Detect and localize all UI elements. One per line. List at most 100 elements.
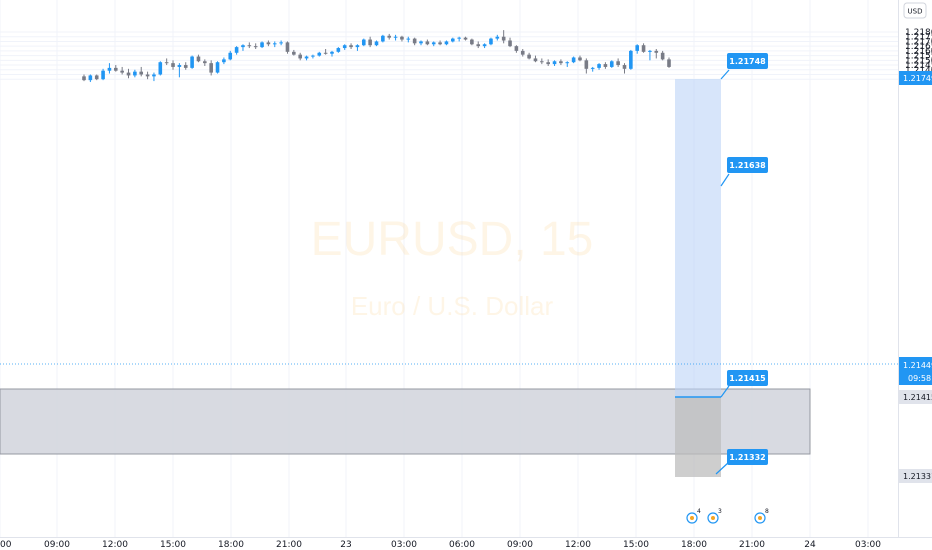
- candle: [330, 50, 334, 57]
- price-scale[interactable]: [899, 0, 932, 550]
- candle-body: [520, 50, 525, 55]
- candle-body: [603, 64, 608, 67]
- candle-body: [374, 41, 379, 46]
- position-stop-area: [675, 397, 721, 477]
- candle-body: [609, 61, 614, 67]
- candle-body: [361, 39, 366, 46]
- candle: [565, 61, 570, 67]
- candle: [622, 63, 627, 74]
- entry-value: 1.21415: [729, 374, 766, 383]
- event-marker-3[interactable]: 8: [754, 508, 769, 524]
- candle: [482, 43, 487, 49]
- candle-body: [107, 67, 112, 71]
- candle: [164, 58, 169, 66]
- candle-body: [152, 74, 156, 77]
- candle-body: [336, 48, 341, 52]
- candle-body: [222, 59, 226, 63]
- candle: [241, 44, 245, 51]
- candle-body: [234, 47, 239, 53]
- candle-body: [552, 61, 557, 65]
- event-count: 4: [697, 508, 701, 515]
- candle-body: [412, 38, 417, 44]
- price-tick: 1.21400: [905, 66, 932, 76]
- candle-body: [247, 45, 252, 47]
- candle-body: [622, 65, 627, 69]
- candle: [406, 36, 411, 43]
- candle-body: [317, 52, 322, 56]
- time-tick: 00: [0, 540, 12, 550]
- candle-body: [311, 55, 315, 57]
- candle-body: [463, 37, 468, 40]
- price-label-bottom: 1.21331: [899, 469, 932, 483]
- candle: [374, 40, 379, 47]
- candle-body: [514, 46, 519, 51]
- price-tick: 1.21700: [905, 37, 932, 47]
- time-tick: 21:00: [739, 540, 765, 550]
- price-label-top: 1.21749: [899, 71, 932, 85]
- candle: [133, 69, 137, 78]
- candle: [603, 62, 608, 69]
- candle: [304, 55, 309, 61]
- target-1-value: 1.21638: [729, 161, 766, 170]
- candle-body: [330, 51, 334, 54]
- candle-body: [298, 54, 302, 59]
- candle-body: [164, 62, 169, 64]
- candle: [145, 71, 150, 80]
- candle: [183, 62, 188, 70]
- candle-body: [304, 56, 309, 59]
- candle-body: [133, 71, 137, 76]
- event-marker-2[interactable]: 3: [707, 508, 722, 524]
- candle: [336, 47, 341, 53]
- label-entry[interactable]: 1.21415: [720, 370, 768, 398]
- time-tick: 18:00: [218, 540, 244, 550]
- candle: [94, 74, 99, 81]
- label-stop[interactable]: 1.21332: [715, 449, 768, 475]
- event-marker-1[interactable]: 4: [686, 508, 701, 524]
- candle-body: [260, 42, 264, 48]
- long-position-tool[interactable]: [675, 79, 721, 477]
- currency-label: USD: [908, 8, 923, 16]
- candle: [648, 49, 652, 61]
- label-target-2[interactable]: 1.21748: [720, 53, 768, 80]
- candle: [476, 41, 481, 49]
- candle: [489, 37, 493, 46]
- candle: [400, 35, 404, 42]
- candle: [120, 66, 124, 75]
- label-target-1[interactable]: 1.21638: [720, 157, 768, 187]
- candle: [272, 41, 277, 48]
- candle-body: [540, 61, 544, 63]
- candle: [171, 60, 175, 70]
- candle-body: [177, 65, 182, 67]
- time-tick: 03:00: [855, 540, 881, 550]
- candle: [501, 30, 506, 44]
- price-tick: 1.21650: [905, 42, 932, 52]
- candle: [635, 44, 640, 54]
- candle: [629, 49, 633, 70]
- candle-body: [190, 56, 194, 68]
- price-tick: 1.21750: [905, 33, 932, 43]
- time-scale[interactable]: [0, 537, 932, 550]
- candle-body: [253, 46, 258, 48]
- candle-body: [215, 62, 220, 73]
- candle: [540, 58, 544, 65]
- time-tick: 09:00: [44, 540, 70, 550]
- time-tick: 21:00: [276, 540, 302, 550]
- candle: [285, 41, 290, 54]
- candle: [412, 37, 417, 46]
- candle: [387, 33, 392, 40]
- currency-button[interactable]: USD: [903, 2, 927, 19]
- candle: [139, 66, 144, 77]
- price-tick: 1.21800: [905, 28, 932, 38]
- candle-body: [183, 65, 188, 68]
- candle-body: [272, 43, 277, 45]
- candle: [88, 74, 93, 83]
- candle-body: [654, 50, 659, 53]
- candle-body: [228, 52, 233, 60]
- event-count: 8: [765, 508, 769, 515]
- candle: [323, 48, 328, 55]
- candle-body: [508, 40, 512, 47]
- candle: [279, 40, 283, 46]
- candle-body: [342, 45, 347, 49]
